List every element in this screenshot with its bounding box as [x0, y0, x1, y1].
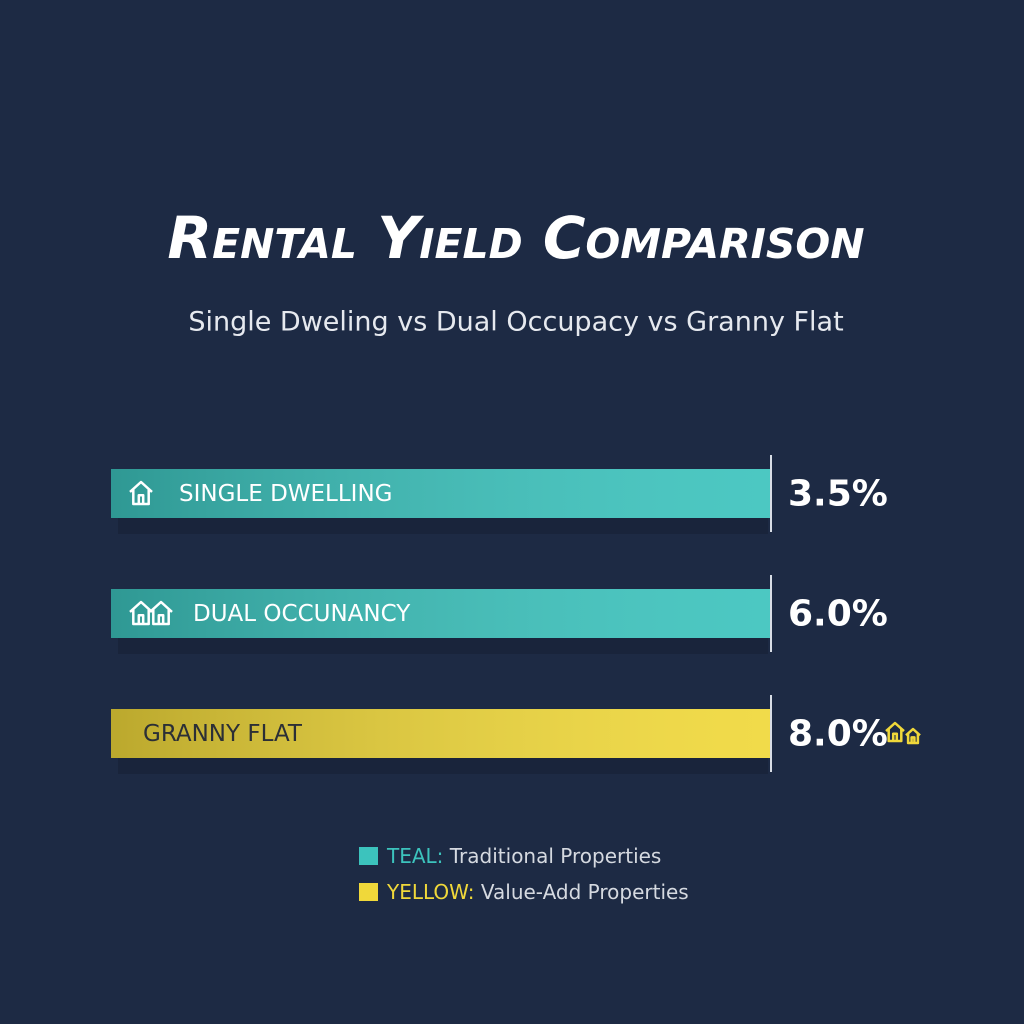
house-icon — [149, 600, 173, 626]
legend-key: YELLOW: — [386, 880, 475, 904]
house-icon — [885, 721, 905, 743]
bar-shadow — [118, 758, 768, 774]
house-icon — [129, 600, 153, 626]
legend-key: TEAL: — [386, 844, 443, 868]
house-icon — [905, 727, 921, 745]
chart-subtitle: Single Dweling vs Dual Occupacy vs Grann… — [188, 307, 843, 338]
bar-shade — [111, 589, 770, 638]
value-label: 8.0% — [788, 714, 888, 755]
bar-shadow — [118, 518, 768, 534]
bar-shade — [111, 709, 770, 758]
value-label: 6.0% — [788, 594, 888, 635]
legend-swatch — [359, 883, 378, 901]
category-label: SINGLE DWELLING — [179, 481, 393, 507]
bar-shadow — [118, 638, 768, 654]
legend-label: Traditional Properties — [449, 844, 662, 868]
bar-shade — [111, 469, 770, 518]
legend-label: Value-Add Properties — [481, 880, 689, 904]
legend-text: TEAL: Traditional Properties — [386, 844, 661, 868]
legend-swatch — [359, 847, 378, 865]
category-label: DUAL OCCUNANCY — [193, 601, 411, 627]
category-label: GRANNY FLAT — [143, 721, 303, 747]
chart-title: Rental Yield Comparison — [167, 204, 864, 272]
value-label: 3.5% — [788, 474, 888, 515]
house-icon — [129, 480, 153, 506]
legend-text: YELLOW: Value-Add Properties — [386, 880, 689, 904]
